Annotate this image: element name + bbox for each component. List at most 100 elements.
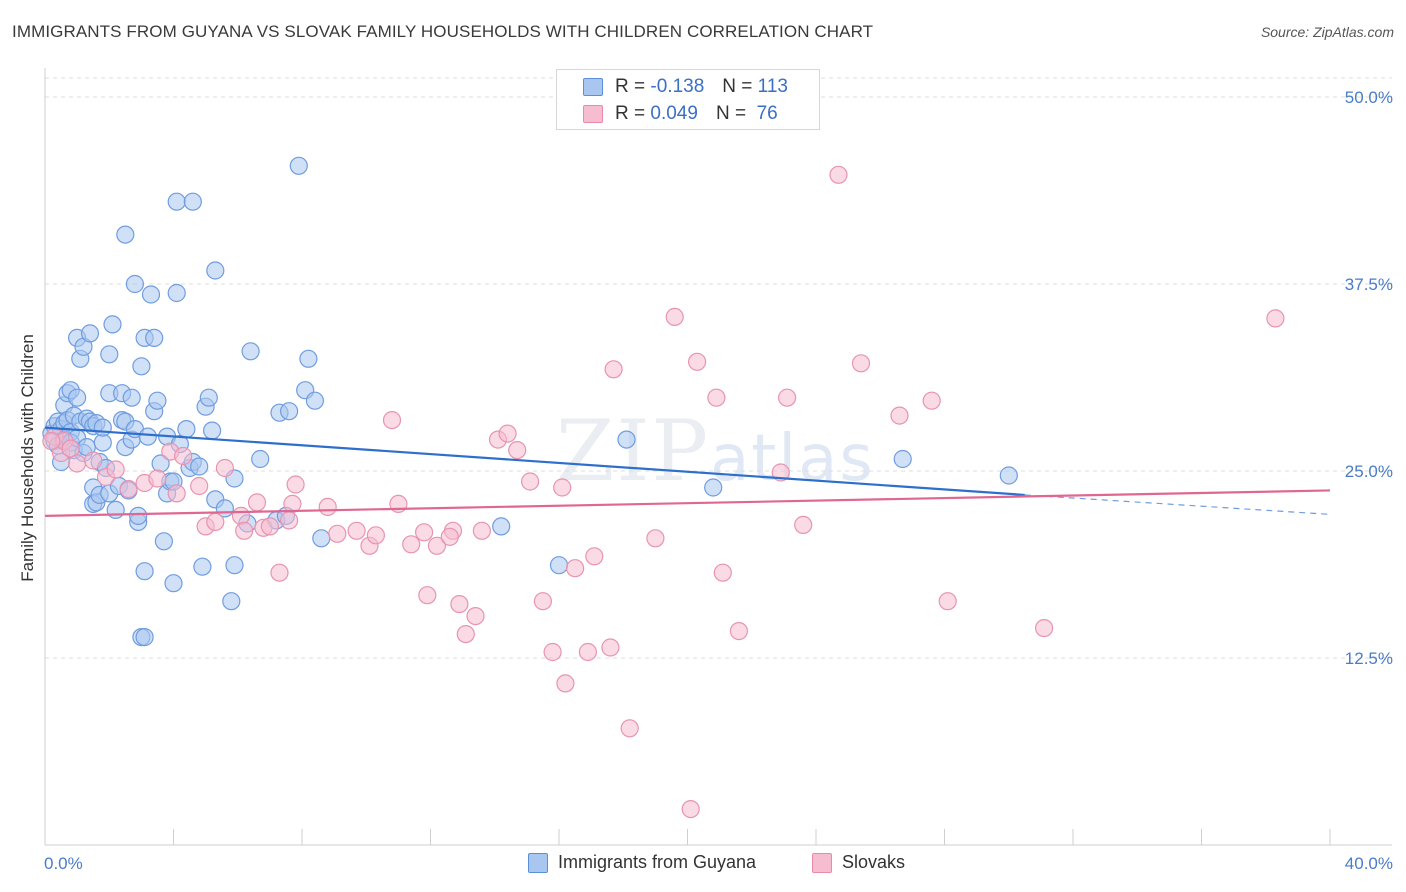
slovaks-point: [553, 478, 572, 497]
bottom-legend-slovaks: Slovaks: [812, 852, 905, 873]
guyana-trend-extension: [1024, 494, 1331, 515]
guyana-point: [122, 388, 141, 407]
slovaks-point: [366, 526, 385, 545]
y-tick-label: 50.0%: [1345, 88, 1393, 107]
slovaks-point: [498, 424, 517, 443]
bottom-legend-label-slovaks: Slovaks: [842, 852, 906, 872]
watermark: ZIPatlas: [556, 402, 875, 500]
axes: [44, 68, 1392, 846]
slovaks-point: [270, 563, 289, 582]
slovaks-point: [148, 469, 167, 488]
slovaks-point: [585, 547, 604, 566]
guyana-point: [148, 391, 167, 410]
slovaks-point: [260, 517, 279, 536]
guyana-point: [103, 315, 122, 334]
x-tick-label-max: 40.0%: [1345, 854, 1393, 873]
guyana-point: [129, 506, 148, 526]
guyana-point: [167, 283, 186, 303]
guyana-point: [199, 388, 218, 407]
slovaks-point: [286, 475, 305, 494]
guyana-point: [251, 449, 270, 469]
bottom-legend-swatch-guyana: [528, 852, 548, 873]
legend-r-label: R =: [615, 103, 646, 124]
slovaks-point: [620, 719, 639, 738]
guyana-point: [280, 402, 299, 421]
slovaks-point: [67, 454, 87, 473]
slovaks-point: [415, 523, 434, 542]
guyana-point: [225, 556, 244, 575]
source-credit: Source: ZipAtlas.com: [1260, 24, 1394, 40]
slovaks-point: [520, 472, 540, 491]
guyana-point: [203, 421, 222, 440]
guyana-point: [549, 556, 569, 575]
slovaks-point: [665, 307, 684, 326]
trend-lines: [44, 426, 1331, 517]
guyana-point: [154, 532, 173, 551]
slovaks-point: [472, 521, 491, 540]
slovaks-point: [247, 493, 267, 512]
y-axis-label: Family Households with Children: [18, 334, 37, 582]
slovaks-point: [174, 446, 193, 466]
slovaks-point: [280, 511, 299, 530]
slovaks-point: [578, 642, 598, 662]
axis-labels: 12.5% 25.0% 37.5% 50.0% 0.0% 40.0% Family Hous…: [18, 88, 1393, 873]
slovaks-point: [604, 360, 623, 379]
slovaks-point: [707, 388, 726, 407]
slovaks-point: [533, 592, 553, 611]
slovaks-trend-line: [44, 489, 1331, 517]
slovaks-point: [771, 463, 790, 482]
legend-r-value-guyana: -0.138: [650, 76, 705, 97]
guyana-point: [206, 261, 225, 280]
slovaks-point: [106, 460, 125, 479]
slovaks-point: [646, 529, 665, 548]
guyana-point: [289, 156, 308, 175]
legend-row-slovaks: R = 0.049 N = 76: [583, 102, 778, 126]
slovaks-point: [231, 506, 251, 526]
legend-r-value-slovaks: 0.049: [650, 103, 698, 124]
bottom-legend-guyana: Immigrants from Guyana: [528, 852, 756, 873]
legend-n-value-guyana: 113: [757, 76, 788, 97]
slovaks-point: [466, 606, 485, 626]
slovaks-point: [450, 594, 469, 614]
slovaks-point: [440, 527, 459, 546]
slovaks-point: [190, 476, 209, 496]
bottom-legend-label-guyana: Immigrants from Guyana: [558, 852, 757, 872]
guyana-point: [299, 349, 318, 368]
watermark-zip: ZIP: [556, 402, 711, 500]
slovaks-point: [1266, 309, 1285, 328]
slovaks-point: [215, 458, 234, 478]
legend-swatch-slovaks: [583, 105, 603, 123]
guyana-point: [106, 500, 125, 519]
guyana-point: [141, 285, 161, 304]
guyana-point: [164, 574, 183, 593]
slovaks-point: [851, 354, 871, 373]
slovaks-point: [382, 411, 402, 430]
slovaks-point: [829, 165, 848, 184]
legend-n-value-slovaks: 76: [756, 103, 778, 124]
slovaks-point: [418, 586, 437, 605]
slovaks-point: [456, 624, 475, 644]
guyana-point: [704, 478, 723, 497]
slovaks-point: [729, 621, 749, 641]
slovaks-point: [794, 515, 813, 535]
guyana-point: [492, 517, 511, 536]
guyana-point: [312, 529, 331, 548]
guyana-point: [893, 449, 912, 469]
guyana-point: [241, 342, 260, 361]
guyana-point: [183, 192, 202, 211]
legend-row-guyana: R = -0.138 N = 113: [583, 75, 788, 99]
guyana-point: [93, 418, 112, 437]
y-tick-label: 37.5%: [1345, 275, 1393, 294]
slovaks-point: [167, 484, 186, 503]
slovaks-point: [235, 521, 254, 540]
slovaks-point: [565, 559, 585, 578]
legend-n-label: N =: [715, 103, 747, 124]
guyana-point: [138, 427, 157, 446]
guyana-point: [222, 592, 241, 611]
guyana-point: [145, 328, 164, 347]
x-tick-label-min: 0.0%: [44, 854, 83, 873]
chart-title: IMMIGRANTS FROM GUYANA VS SLOVAK FAMILY …: [12, 22, 874, 41]
slovaks-point: [601, 638, 620, 657]
guyana-point: [132, 357, 151, 376]
